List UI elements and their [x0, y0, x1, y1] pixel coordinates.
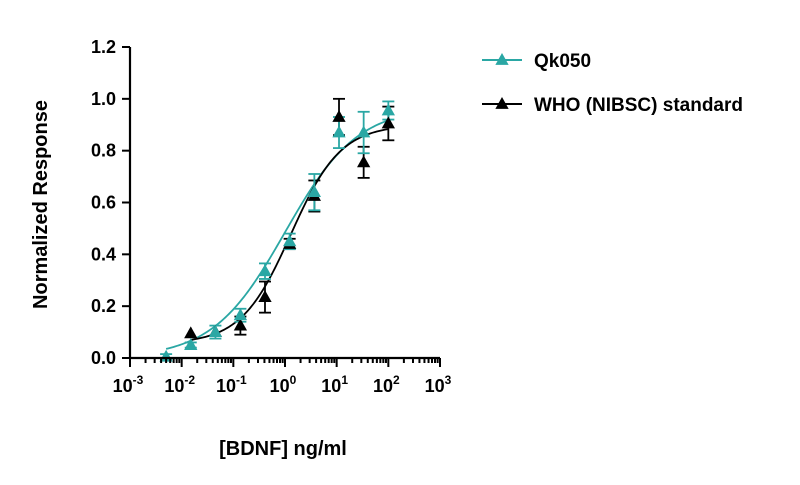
data-point-triangle	[233, 318, 248, 331]
data-point-triangle	[332, 125, 346, 138]
y-tick-label: 1.2	[91, 37, 116, 57]
data-point-triangle	[258, 264, 272, 277]
x-ticks: 10-3 10-2 10-1 100 101 102 103	[113, 358, 452, 396]
y-tick-label: 0.6	[91, 193, 116, 213]
data-point-triangle	[184, 338, 198, 350]
legend-label: Qk050	[534, 51, 591, 72]
data-point-triangle	[258, 290, 272, 302]
data-point-triangle	[357, 125, 371, 138]
plot-layer	[159, 97, 395, 362]
x-tick-label: 100	[270, 373, 297, 396]
axes: 0.0 0.2 0.4 0.6 0.8 1.0 1.2 10-3 10-2 10-1 100 101…	[91, 37, 452, 396]
legend: Qk050 WHO (NIBSC) standard	[482, 51, 743, 116]
data-markers	[159, 103, 395, 362]
data-point-triangle	[233, 308, 248, 321]
x-tick-label: 102	[373, 373, 400, 396]
data-point-triangle	[381, 103, 395, 116]
legend-marker-triangle	[495, 53, 509, 65]
y-tick-label: 1.0	[91, 89, 116, 109]
x-tick-label: 10-2	[164, 373, 195, 396]
data-point-triangle	[208, 325, 223, 337]
legend-marker-triangle	[495, 97, 509, 109]
legend-label: WHO (NIBSC) standard	[534, 95, 743, 116]
x-tick-label: 10-3	[113, 373, 144, 396]
data-point-triangle	[357, 155, 371, 168]
y-ticks: 0.0 0.2 0.4 0.6 0.8 1.0 1.2	[91, 37, 130, 368]
x-tick-label: 101	[321, 373, 348, 396]
y-tick-label: 0.0	[91, 348, 116, 368]
x-tick-label: 103	[425, 373, 452, 396]
data-point-triangle	[307, 185, 322, 198]
fit-curves	[165, 119, 389, 350]
y-tick-label: 0.4	[91, 244, 116, 264]
data-point-triangle	[381, 116, 395, 129]
x-axis-title: [BDNF] ng/ml	[219, 438, 347, 460]
y-tick-label: 0.2	[91, 296, 116, 316]
data-point-triangle	[282, 234, 297, 247]
data-point-triangle	[332, 109, 346, 122]
x-tick-label: 10-1	[216, 373, 247, 396]
data-point-triangle	[184, 326, 198, 339]
y-tick-label: 0.8	[91, 141, 116, 161]
y-axis-title: Normalized Response	[30, 100, 52, 309]
fit-curve	[165, 119, 389, 350]
